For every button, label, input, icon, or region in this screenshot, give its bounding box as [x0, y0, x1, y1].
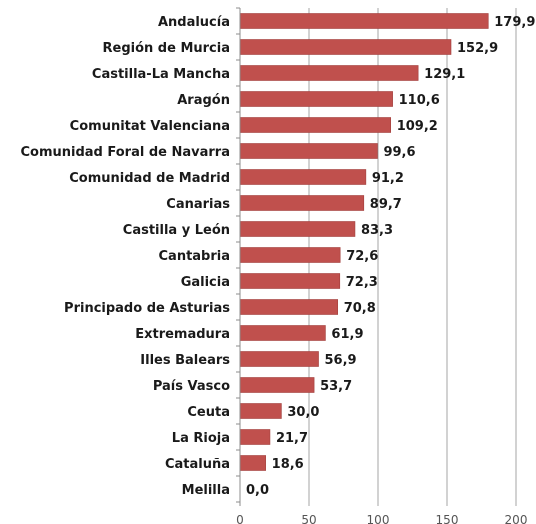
category-label: País Vasco — [153, 379, 230, 394]
x-tick-label: 50 — [301, 513, 316, 524]
value-label: 21,7 — [276, 431, 308, 446]
value-label: 70,8 — [344, 301, 376, 316]
category-label: Ceuta — [187, 405, 230, 420]
bar — [239, 13, 489, 29]
bar — [239, 429, 271, 445]
category-label: La Rioja — [172, 431, 230, 446]
category-label: Comunidad Foral de Navarra — [21, 145, 231, 160]
category-label: Cataluña — [165, 457, 230, 472]
bars — [239, 13, 489, 471]
value-label: 61,9 — [331, 327, 363, 342]
value-label: 83,3 — [361, 223, 393, 238]
bar — [239, 325, 326, 341]
value-label: 129,1 — [424, 67, 465, 82]
value-label: 99,6 — [383, 145, 415, 160]
category-label: Melilla — [182, 483, 230, 498]
bar — [239, 39, 452, 55]
bar — [239, 117, 391, 133]
bar — [239, 221, 356, 237]
bar — [239, 143, 378, 159]
axes — [236, 7, 241, 506]
bar — [239, 351, 319, 367]
value-label: 30,0 — [287, 405, 319, 420]
x-tick-label: 200 — [505, 513, 528, 524]
bar — [239, 195, 365, 211]
value-label: 53,7 — [320, 379, 352, 394]
value-label: 0,0 — [246, 483, 269, 498]
x-tick-label: 150 — [436, 513, 459, 524]
category-label: Cantabria — [159, 249, 231, 264]
category-label: Principado de Asturias — [64, 301, 230, 316]
bar — [239, 169, 367, 185]
x-tick-label: 100 — [367, 513, 390, 524]
category-label: Castilla-La Mancha — [92, 67, 230, 82]
category-label: Illes Balears — [140, 353, 230, 368]
value-label: 56,9 — [325, 353, 357, 368]
value-label: 72,3 — [346, 275, 378, 290]
value-label: 152,9 — [457, 41, 498, 56]
x-tick-label: 0 — [236, 513, 244, 524]
bar — [239, 377, 315, 393]
bar — [239, 403, 282, 419]
bar — [239, 91, 393, 107]
bar — [239, 299, 339, 315]
bar — [239, 455, 266, 471]
value-label: 91,2 — [372, 171, 404, 186]
value-label: 110,6 — [399, 93, 440, 108]
value-label: 179,9 — [494, 15, 535, 30]
category-label: Región de Murcia — [103, 41, 231, 56]
bar — [239, 65, 419, 81]
category-label: Galicia — [181, 275, 230, 290]
bar — [239, 273, 341, 289]
category-label: Extremadura — [135, 327, 230, 342]
labels: 0 50 100 150 200 Andalucía 179,9 Región de Murc… — [21, 15, 536, 524]
category-label: Andalucía — [158, 15, 230, 30]
value-label: 18,6 — [272, 457, 304, 472]
category-label: Comunidad de Madrid — [69, 171, 230, 186]
category-label: Comunitat Valenciana — [70, 119, 230, 134]
value-label: 72,6 — [346, 249, 378, 264]
category-label: Castilla y León — [123, 223, 230, 238]
category-label: Aragón — [177, 93, 230, 108]
value-label: 89,7 — [370, 197, 402, 212]
value-label: 109,2 — [397, 119, 438, 134]
category-label: Canarias — [166, 197, 230, 212]
bar — [239, 247, 341, 263]
